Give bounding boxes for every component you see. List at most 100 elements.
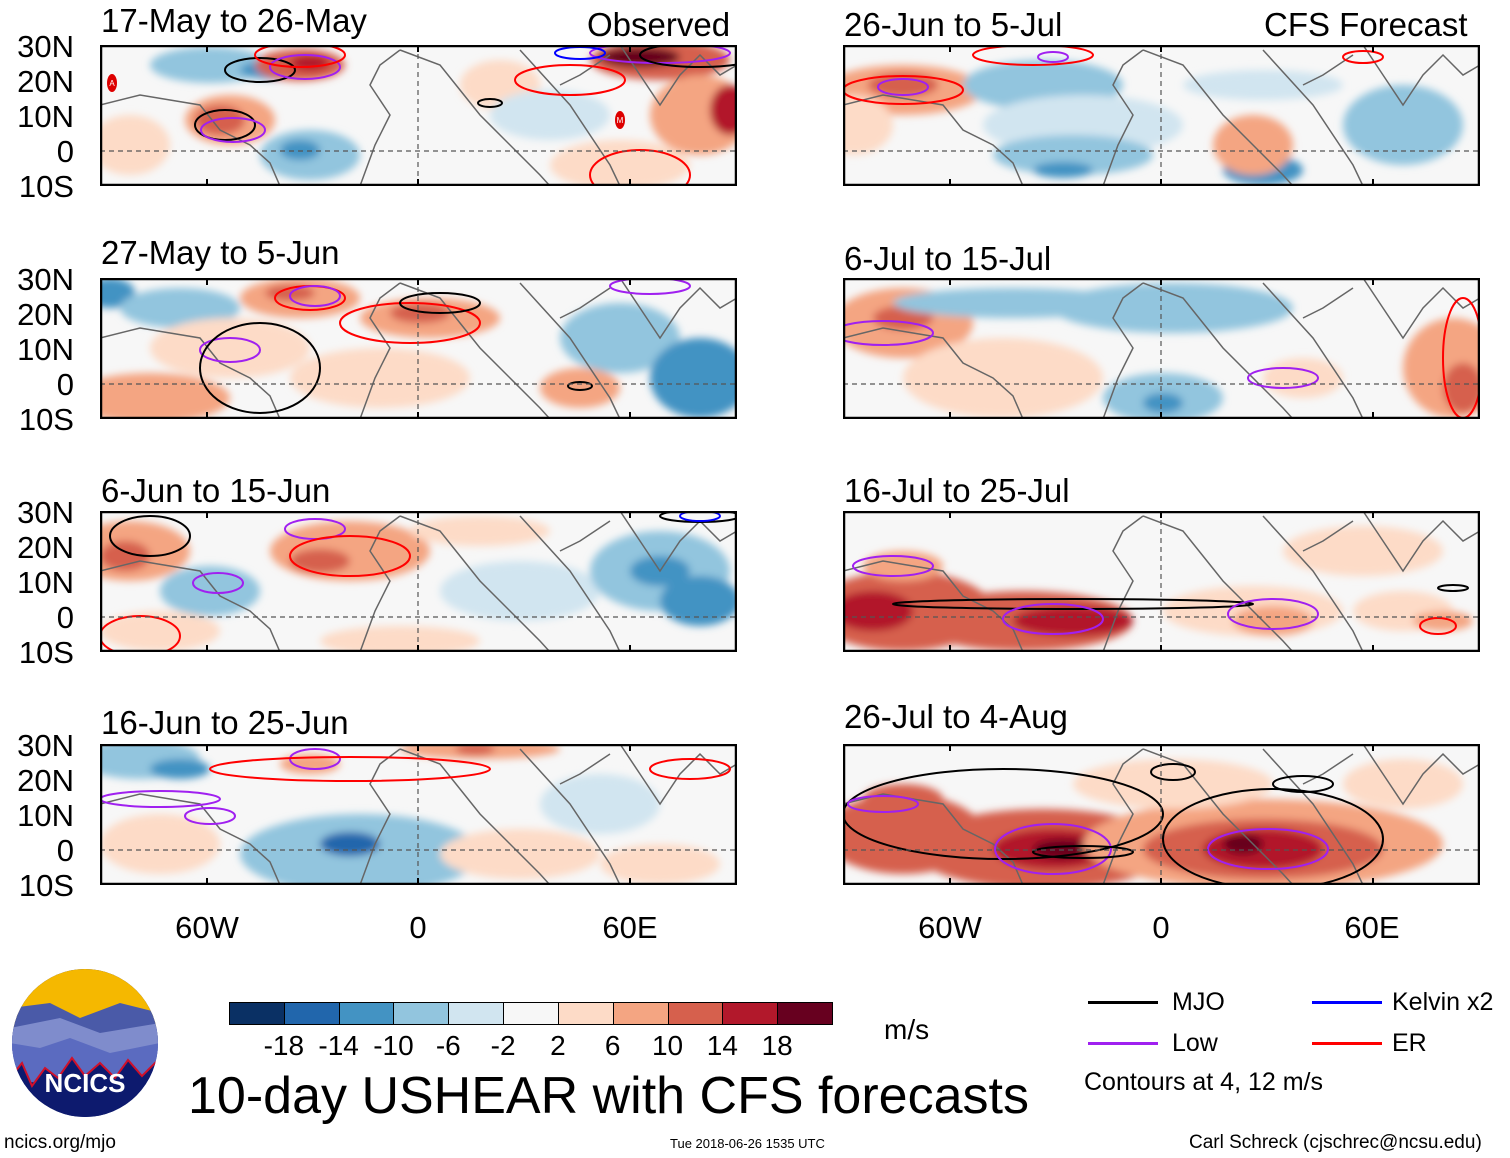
wave-contour — [477, 98, 503, 108]
lat-tick-label: 30N — [17, 262, 74, 297]
colorbar-tick-label: -18 — [263, 1030, 305, 1061]
legend-er-line — [1312, 1042, 1382, 1045]
shear-anomaly-region — [270, 521, 430, 581]
panel-title: 17-May to 26-May — [101, 2, 367, 39]
colorbar-tick-label: 14 — [706, 1030, 738, 1061]
shear-anomaly-region — [440, 561, 600, 621]
shear-anomaly-region — [1203, 829, 1323, 869]
wave-contour — [194, 109, 256, 141]
shear-anomaly-region — [833, 591, 913, 631]
colorbar-swatch — [229, 1002, 285, 1025]
panel-title: 6-Jul to 15-Jul — [844, 240, 1052, 277]
lat-tick-label: 10N — [17, 798, 74, 833]
lon-tick-label: 0 — [1152, 910, 1170, 945]
panel-title: 6-Jun to 15-Jun — [101, 472, 331, 509]
wave-contour — [1032, 845, 1134, 859]
wave-contour — [224, 57, 296, 83]
panel-title: 27-May to 5-Jun — [101, 234, 340, 271]
lat-tick-label: 10S — [18, 169, 74, 204]
wave-contour — [994, 823, 1112, 875]
shear-anomaly-region — [993, 135, 1153, 175]
colorbar-swatch — [393, 1002, 450, 1025]
author: Carl Schreck (cjschrec@ncsu.edu) — [1189, 1132, 1482, 1153]
lat-tick-label: 0 — [56, 134, 74, 169]
wave-contour — [1437, 584, 1469, 592]
colorbar-tick-label: 2 — [550, 1030, 566, 1061]
legend-mjo: MJO — [1172, 988, 1225, 1016]
coastlines — [842, 44, 1481, 187]
colorbar-tick-label: -2 — [490, 1030, 516, 1061]
shear-anomaly-region — [150, 318, 310, 378]
legend-er: ER — [1392, 1029, 1427, 1057]
shear-anomaly-region — [1283, 526, 1443, 576]
site-link[interactable]: ncics.org/mjo — [4, 1132, 116, 1153]
legend-low-line — [1088, 1042, 1158, 1045]
shear-anomaly-region — [1343, 85, 1463, 165]
wave-contour — [1002, 603, 1104, 635]
lat-tick-label: 10S — [18, 635, 74, 670]
map-panel — [813, 510, 1481, 653]
shear-anomaly-region — [280, 140, 320, 160]
shear-anomaly-region — [1413, 611, 1473, 631]
colorbar-swatch — [557, 1002, 614, 1025]
wave-contour — [649, 758, 731, 780]
figure-title: 10-day USHEAR with CFS forecasts — [188, 1067, 1029, 1125]
wave-contour — [852, 555, 934, 577]
wave-contour — [1342, 50, 1384, 64]
storm-marker: M — [617, 116, 624, 125]
lat-tick-label: 20N — [17, 763, 74, 798]
shear-anomaly-region — [490, 90, 610, 140]
colorbar-swatch — [612, 1002, 669, 1025]
shear-anomaly-region — [320, 832, 380, 856]
wave-contour — [1247, 367, 1319, 389]
colorbar-tick-label: 6 — [604, 1030, 621, 1061]
coastlines — [99, 44, 738, 187]
shear-anomaly-region — [320, 626, 480, 656]
lat-tick-label: 0 — [56, 367, 74, 402]
coastlines — [99, 743, 738, 886]
shear-anomaly-region — [100, 611, 220, 651]
shear-anomaly-region — [1183, 70, 1343, 100]
lat-tick-label: 20N — [17, 297, 74, 332]
shear-anomaly-region — [410, 516, 550, 546]
lat-tick-label: 10S — [18, 402, 74, 437]
wave-contour — [199, 337, 261, 363]
panel-title: 26-Jun to 5-Jul — [844, 6, 1063, 43]
lon-tick-label: 60E — [1344, 910, 1400, 945]
shear-anomaly-region — [290, 348, 470, 408]
shear-anomaly-region — [600, 844, 720, 884]
storm-marker: A — [109, 79, 115, 88]
shear-anomaly-region — [1013, 606, 1133, 636]
panel-title: 16-Jul to 25-Jul — [844, 472, 1070, 509]
colorbar-tick-label: -6 — [435, 1030, 461, 1061]
map-panel — [70, 509, 741, 657]
wave-contour — [109, 515, 191, 557]
wave-contour — [192, 572, 244, 594]
logo-text: NCICS — [45, 1068, 126, 1098]
lat-tick-label: 0 — [56, 600, 74, 635]
lat-tick-label: 30N — [17, 728, 74, 763]
colorbar-swatch — [722, 1002, 779, 1025]
lat-tick-label: 20N — [17, 64, 74, 99]
map-panel — [80, 739, 738, 894]
lon-tick-label: 60E — [602, 910, 658, 945]
shear-anomaly-region — [1343, 759, 1463, 809]
lon-tick-label: 0 — [409, 910, 427, 945]
shear-anomaly-region — [650, 338, 750, 418]
legend-kelvin-line — [1312, 1001, 1382, 1004]
shear-anomaly-region — [550, 140, 690, 190]
contour-note: Contours at 4, 12 m/s — [1084, 1068, 1324, 1096]
shear-anomaly-region — [150, 759, 210, 779]
shear-anomaly-region — [540, 774, 660, 834]
lat-tick-label: 10N — [17, 99, 74, 134]
shear-anomaly-region — [150, 47, 270, 83]
lat-tick-label: 0 — [56, 833, 74, 868]
map-panel — [813, 44, 1481, 187]
panel-title: 16-Jun to 25-Jun — [101, 704, 349, 741]
lat-tick-label: 30N — [17, 29, 74, 64]
map-panel — [832, 277, 1503, 423]
colorbar-swatch — [503, 1002, 559, 1025]
wave-contour — [892, 598, 1254, 610]
wave-contour — [339, 302, 481, 344]
